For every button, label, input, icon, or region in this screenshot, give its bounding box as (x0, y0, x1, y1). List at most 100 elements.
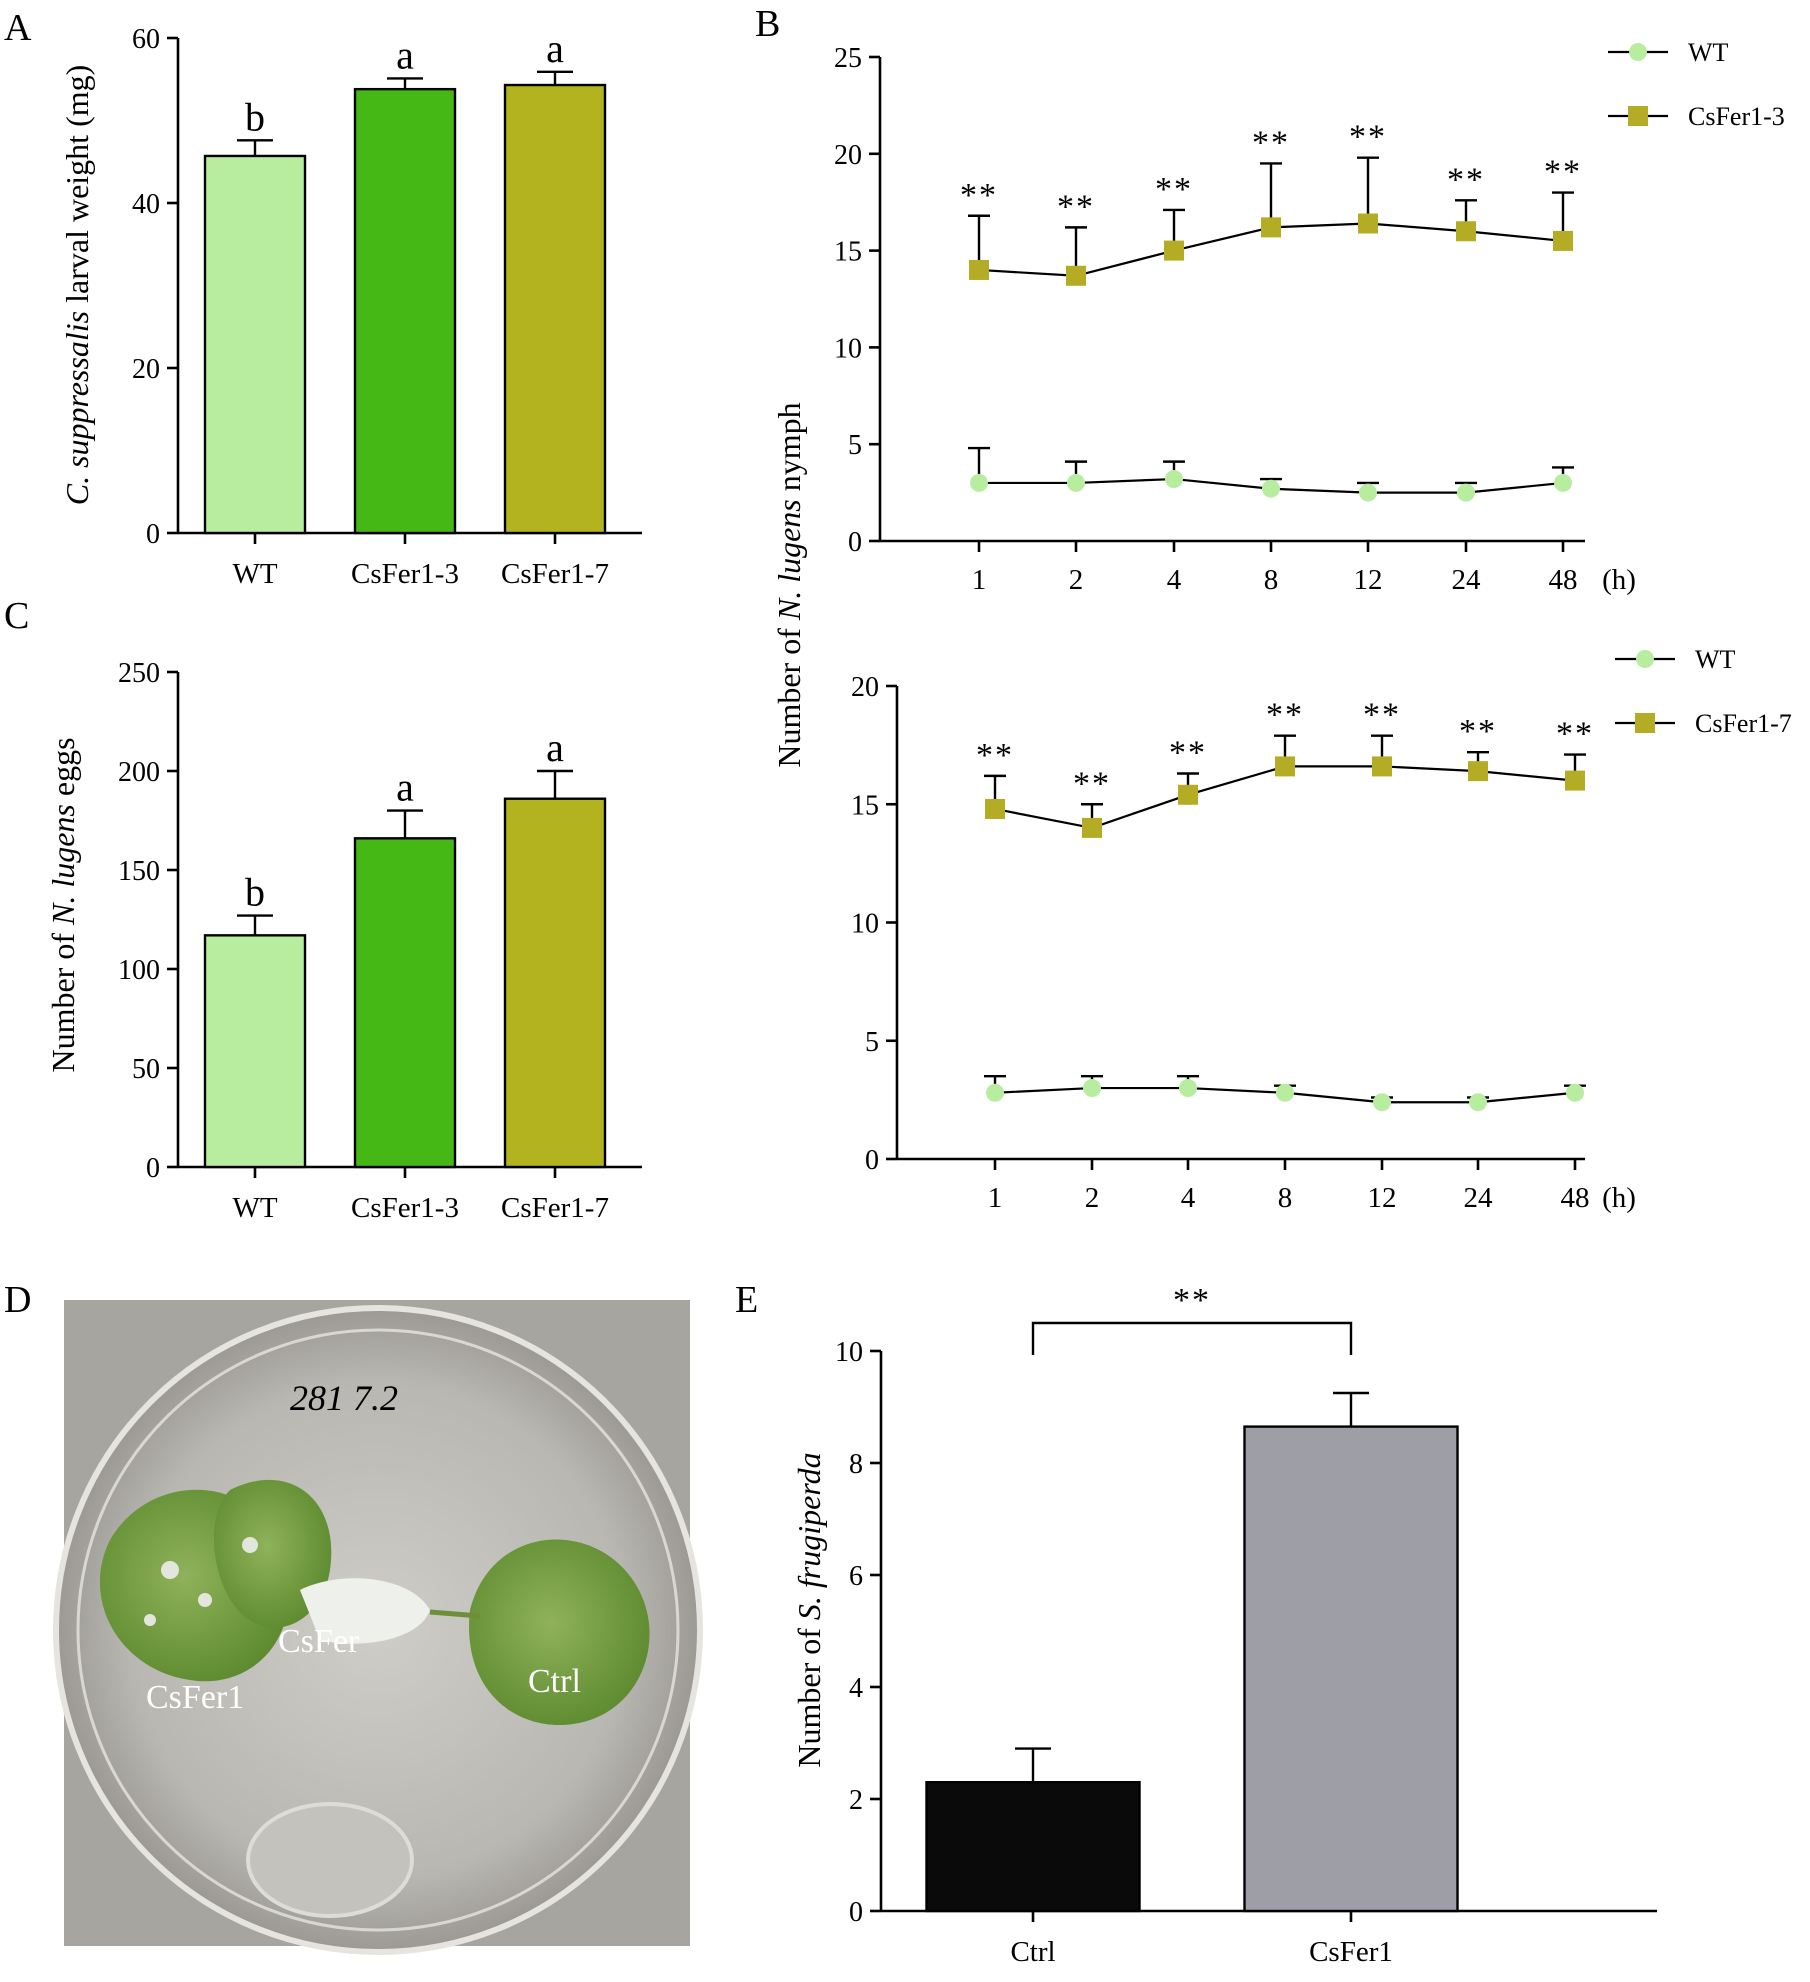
chart-c-category-label: WT (232, 1192, 277, 1224)
chart-b-bottom-y-tick-label: 20 (851, 672, 879, 703)
chart-c-significance-letter: a (396, 765, 414, 810)
chart-b-top-x-tick-label: 12 (1354, 564, 1383, 596)
chart-c-ylabel: Number of N. lugens eggs (45, 737, 81, 1072)
chart-b-bottom-significance-stars: ** (976, 737, 1014, 774)
chart-b-ylabel: Number of N. lugens nymph (771, 402, 807, 767)
feeding-hole (161, 1561, 179, 1579)
chart-b-bottom-point-wt (1373, 1093, 1391, 1112)
chart-b-bottom-x-unit: (h) (1602, 1182, 1636, 1214)
chart-c-y-tick-label: 100 (118, 955, 160, 986)
chart-b-bottom-point-csfer (1468, 761, 1488, 782)
chart-c-y-tick-label: 200 (118, 757, 160, 788)
chart-c-y-tick-label: 250 (118, 658, 160, 689)
chart-b-top-x-tick-label: 8 (1264, 564, 1279, 596)
chart-b-top-significance-stars: ** (1252, 124, 1290, 161)
chart-c-significance-letter: b (245, 870, 265, 915)
chart-b-top-point-csfer (969, 259, 989, 280)
chart-b-top-legend-label: CsFer1-3 (1688, 102, 1785, 131)
chart-b-top-point-wt (1457, 483, 1475, 502)
chart-e-ylabel-italic: S. frugiperda (791, 1452, 827, 1620)
chart-b-top-significance-stars: ** (960, 177, 998, 214)
chart-b-bottom-point-wt (1566, 1083, 1584, 1102)
photo-petri-dish: 281 7.2 CsFer CsFer1 Ctrl (53, 1300, 703, 1955)
chart-b-top-point-csfer (1456, 221, 1476, 242)
leaf-stem (429, 1609, 481, 1619)
chart-b-top-point-csfer (1066, 265, 1086, 286)
chart-e-y-tick-label: 8 (849, 1449, 863, 1480)
chart-b-top-point-csfer (1164, 240, 1184, 261)
chart-e-significance-bracket (1031, 1321, 1353, 1355)
chart-b-bottom-x-tick-label: 12 (1368, 1182, 1397, 1214)
chart-a-category-label: CsFer1-3 (351, 558, 459, 590)
chart-c-ylabel-pre: Number of (45, 925, 81, 1073)
chart-e-bar (925, 1780, 1141, 1913)
chart-c-y-tick-label: 50 (132, 1054, 160, 1085)
chart-b-top-significance-stars: ** (1155, 171, 1193, 208)
chart-b-top-point-wt (970, 473, 988, 492)
chart-b-bottom-point-csfer (1372, 756, 1392, 777)
chart-a-bar (353, 87, 457, 535)
chart-b-ylabel-italic: N. lugens (771, 499, 807, 621)
chart-a-ylabel: C. suppressalis larval weight (mg) (59, 65, 95, 506)
chart-a-significance-letter: b (245, 94, 265, 139)
chart-b-top-x-tick-label: 2 (1069, 564, 1084, 596)
chart-e-y-tick-label: 10 (835, 1337, 863, 1368)
chart-b-bottom-significance-stars: ** (1459, 713, 1497, 750)
chart-b-top-x-tick-label: 4 (1167, 564, 1182, 596)
chart-b-bottom-x-tick-label: 48 (1561, 1182, 1590, 1214)
chart-b-bottom-y-tick-label: 15 (851, 790, 879, 821)
chart-c-significance-letter: a (546, 725, 564, 770)
chart-b-bottom-legend-marker (1635, 713, 1655, 733)
chart-a-significance-letter: a (546, 26, 564, 71)
chart-b-bottom-x-tick-label: 4 (1181, 1182, 1196, 1214)
chart-b-bottom-point-wt (1469, 1093, 1487, 1112)
chart-b-bottom-legend-label: CsFer1-7 (1695, 709, 1792, 738)
panel-letter-c: C (4, 595, 29, 637)
chart-b-top-point-csfer (1261, 217, 1281, 238)
chart-b-bottom-point-csfer (1082, 817, 1102, 838)
chart-b-top-significance-stars: ** (1057, 188, 1095, 225)
chart-b-top-x-tick-label: 1 (972, 564, 987, 596)
chart-c-bar (353, 837, 457, 1169)
photo-label-csfer: CsFer (278, 1623, 360, 1660)
chart-b-bottom-point-csfer (1178, 784, 1198, 805)
chart-b-bottom-x-tick-label: 1 (988, 1182, 1003, 1214)
chart-b-top-point-wt (1067, 473, 1085, 492)
chart-a-y-tick-label: 60 (132, 24, 160, 55)
chart-b-bottom-legend-marker (1636, 650, 1654, 668)
panel-letter-b: B (755, 3, 780, 45)
chart-e-y-tick-label: 0 (849, 1897, 863, 1928)
chart-c-y-tick-label: 0 (146, 1153, 160, 1184)
chart-b-bottom-significance-stars: ** (1556, 716, 1594, 753)
chart-b-top-x-unit: (h) (1602, 564, 1636, 596)
chart-b-top-point-wt (1554, 473, 1572, 492)
chart-a-category-label: WT (232, 558, 277, 590)
chart-b-bottom-x-tick-label: 8 (1278, 1182, 1293, 1214)
chart-b-bottom-significance-stars: ** (1266, 697, 1304, 734)
chart-a-y-tick-label: 40 (132, 189, 160, 220)
chart-b-bottom-significance-stars: ** (1073, 765, 1111, 802)
photo-label-ctrl: Ctrl (528, 1663, 581, 1700)
chart-b-top-legend-marker (1628, 106, 1648, 126)
chart-e-category-label: Ctrl (1010, 1936, 1055, 1968)
chart-b-top-significance-stars: ** (1544, 154, 1582, 191)
chart-b-bottom-y-tick-label: 5 (865, 1027, 879, 1058)
chart-b-top-legend-marker (1629, 43, 1647, 61)
chart-b-top-y-tick-label: 5 (848, 430, 862, 461)
chart-c-category-label: CsFer1-7 (501, 1192, 609, 1224)
chart-c-bar (503, 797, 607, 1169)
chart-c-ylabel-italic: N. lugens (45, 804, 81, 926)
leaf-ctrl (469, 1539, 650, 1726)
chart-e-significance-stars: ** (1173, 1282, 1211, 1319)
chart-a-y-tick-label: 0 (146, 519, 160, 550)
chart-e-frugiperda: Number of S. frugiperda 0 2 4 6 8 10 Ctrl CsFer… (791, 1282, 1657, 1968)
chart-b-bottom-significance-stars: ** (1169, 735, 1207, 772)
chart-a-ylabel-rest: larval weight (mg) (59, 65, 95, 311)
chart-e-ylabel: Number of S. frugiperda (791, 1452, 827, 1767)
chart-b-top-significance-stars: ** (1447, 161, 1485, 198)
chart-e-y-tick-label: 4 (849, 1673, 863, 1704)
chart-b-top-legend-label: WT (1688, 38, 1729, 67)
chart-c-ylabel-rest: eggs (45, 737, 81, 804)
